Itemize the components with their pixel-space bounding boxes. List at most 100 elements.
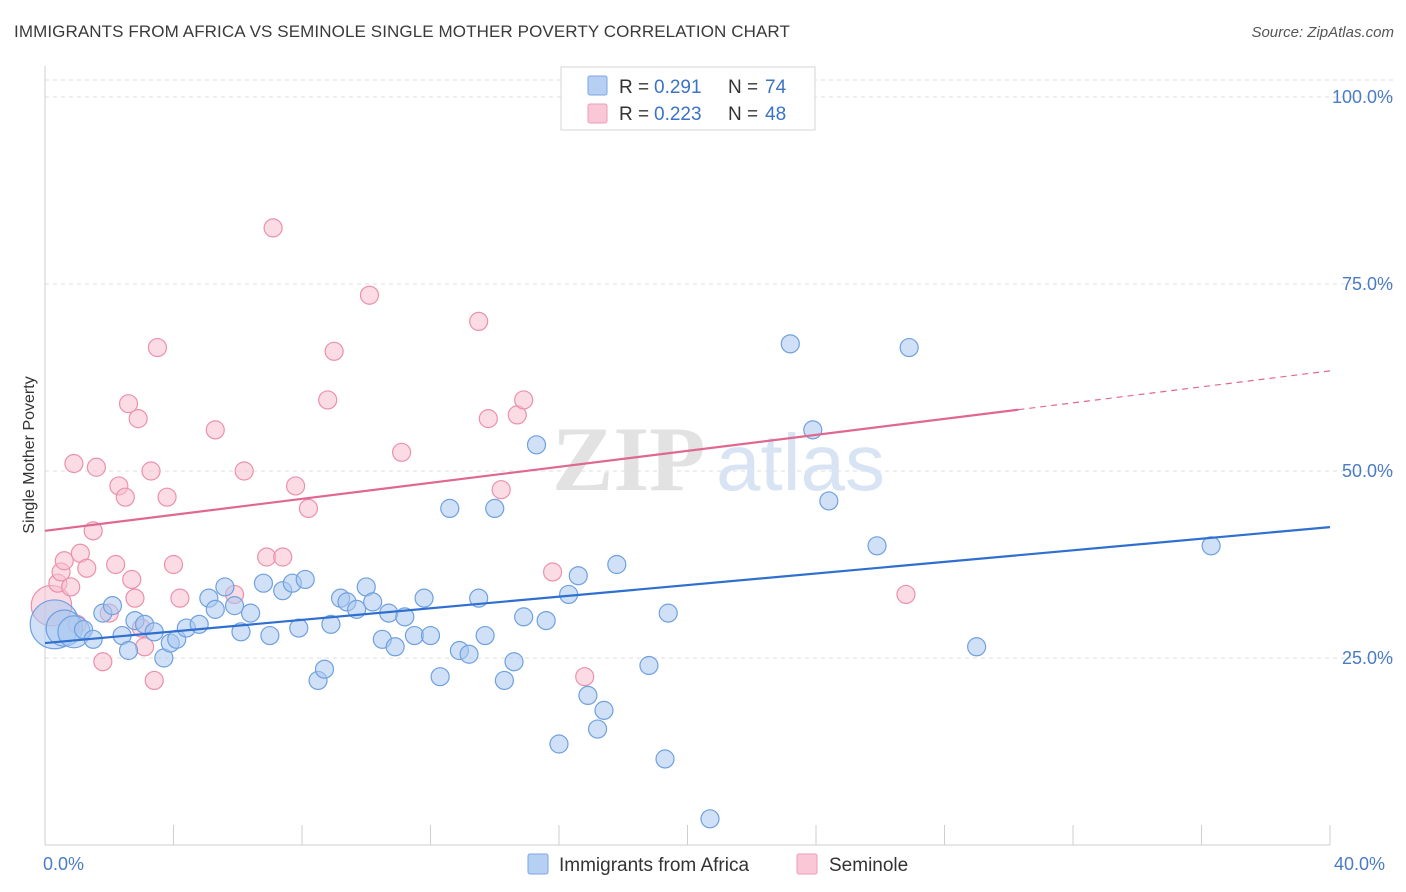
africa-point-63 — [639, 655, 659, 676]
africa-point-51 — [494, 670, 514, 691]
africa-point-61 — [594, 700, 614, 720]
y-tick-label-100: 100.0% — [1332, 87, 1393, 107]
africa-point-19 — [215, 577, 235, 597]
seminole-point-35 — [324, 341, 344, 361]
seminole-point-5 — [64, 453, 84, 474]
africa-point-52 — [504, 652, 524, 672]
africa-point-31 — [321, 614, 341, 634]
seminole-point-40 — [491, 480, 511, 500]
africa-point-28 — [295, 569, 315, 590]
source-label: Source: ZipAtlas.com — [1251, 24, 1394, 41]
chart-title: IMMIGRANTS FROM AFRICA VS SEMINOLE SINGL… — [14, 22, 790, 41]
africa-point-54 — [526, 435, 547, 455]
seminole-point-37 — [391, 442, 412, 462]
seminole-point-34 — [318, 390, 338, 410]
africa-point-45 — [440, 498, 460, 518]
africa-point-66 — [700, 809, 720, 829]
seminole-point-47 — [125, 588, 145, 608]
seminole-point-20 — [141, 461, 161, 481]
africa-point-20 — [224, 596, 245, 616]
africa-point-64 — [658, 603, 678, 623]
x-tick-label-max: 40.0% — [1334, 854, 1385, 874]
africa-point-71 — [899, 337, 919, 358]
seminole-point-24 — [163, 554, 184, 575]
africa-point-47 — [459, 644, 479, 664]
legend-swatch-blue — [587, 75, 608, 96]
africa-point-23 — [253, 573, 274, 593]
africa-point-49 — [475, 625, 495, 646]
seminole-point-3 — [54, 551, 74, 571]
seminole-trend-extension — [1018, 370, 1331, 411]
seminole-point-29 — [257, 547, 277, 567]
africa-point-72 — [967, 637, 987, 657]
africa-point-30 — [314, 659, 335, 679]
x-ticks — [44, 825, 1331, 845]
africa-trend-line — [44, 526, 1331, 645]
bottom-legend-label-blue: Immigrants from Africa — [559, 855, 749, 876]
seminole-point-44 — [575, 667, 595, 687]
seminole-point-38 — [469, 311, 489, 331]
watermark-atlas: atlas — [716, 418, 885, 507]
africa-point-55 — [536, 610, 556, 631]
seminole-point-14 — [115, 487, 135, 507]
seminole-trend-line — [44, 408, 1019, 532]
seminole-point-28 — [234, 461, 254, 481]
legend-r-value-2: 0.223 — [654, 104, 702, 125]
africa-point-69 — [819, 491, 839, 511]
seminole-point-22 — [147, 337, 168, 358]
legend-n-value-1: 74 — [765, 77, 787, 98]
seminole-point-30 — [263, 218, 283, 238]
seminole-point-26 — [205, 420, 225, 440]
africa-point-60 — [587, 719, 608, 739]
africa-point-44 — [430, 667, 450, 687]
seminole-point-33 — [298, 498, 319, 518]
africa-point-6 — [102, 596, 123, 616]
africa-point-24 — [260, 625, 280, 646]
africa-point-43 — [420, 625, 441, 646]
africa-point-58 — [568, 566, 588, 586]
seminole-point-31 — [273, 547, 293, 567]
seminole-point-42 — [514, 390, 534, 410]
seminole-point-16 — [122, 569, 142, 590]
seminole-point-45 — [896, 584, 916, 605]
africa-point-50 — [485, 498, 505, 518]
bottom-legend-label-pink: Seminole — [829, 855, 908, 876]
y-tick-label-75: 75.0% — [1342, 274, 1393, 294]
seminole-point-39 — [478, 409, 498, 429]
seminole-point-21 — [144, 670, 164, 691]
bottom-legend-swatch-pink — [796, 853, 818, 875]
legend-swatch-pink — [587, 103, 608, 124]
legend-n-value-2: 48 — [765, 104, 786, 125]
y-axis-label: Single Mother Poverty — [21, 376, 38, 533]
africa-point-18 — [205, 599, 225, 619]
africa-point-67 — [780, 334, 800, 354]
seminole-point-9 — [86, 457, 107, 477]
legend-n-label-2: N = — [728, 104, 758, 125]
grid-lines — [45, 79, 1393, 659]
seminole-point-25 — [170, 588, 190, 608]
seminole-point-7 — [77, 558, 97, 578]
seminole-point-23 — [157, 487, 177, 507]
y-tick-labels: 25.0% 50.0% 75.0% 100.0% — [1332, 87, 1393, 668]
africa-point-42 — [414, 588, 434, 608]
africa-point-62 — [607, 554, 627, 575]
africa-point-59 — [578, 685, 598, 706]
seminole-point-17 — [128, 409, 148, 429]
y-tick-label-50: 50.0% — [1342, 461, 1393, 481]
seminole-point-15 — [118, 394, 139, 414]
africa-point-70 — [867, 536, 887, 556]
africa-point-8 — [118, 640, 139, 661]
africa-point-53 — [514, 607, 534, 627]
seminole-point-10 — [93, 652, 113, 672]
legend-r-label-2: R = — [619, 104, 649, 125]
africa-point-21 — [231, 622, 251, 642]
seminole-point-12 — [106, 554, 126, 575]
africa-point-22 — [241, 603, 261, 623]
legend-n-label-1: N = — [728, 77, 758, 98]
africa-point-56 — [549, 734, 569, 754]
immigrants-from-africa-points — [29, 334, 1221, 829]
africa-point-36 — [363, 592, 383, 612]
trend-lines — [44, 370, 1331, 645]
africa-point-65 — [655, 749, 675, 769]
